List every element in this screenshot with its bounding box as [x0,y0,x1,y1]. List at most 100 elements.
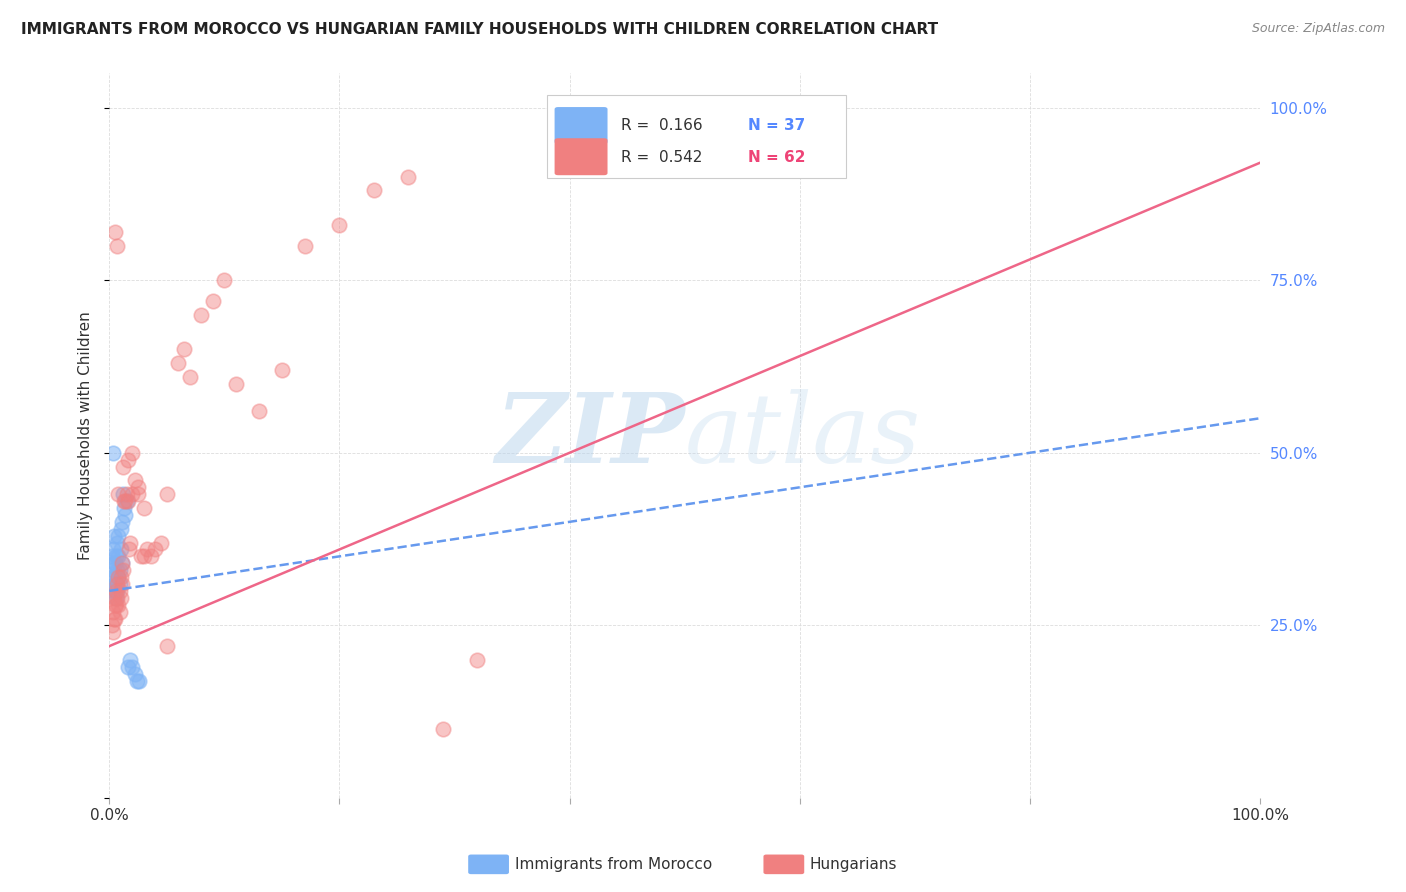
FancyBboxPatch shape [554,138,607,175]
Point [108,563,131,577]
Point [363,183,385,197]
Point [156,639,179,653]
Point [101,605,124,619]
Point [104,611,127,625]
Point [110,570,132,584]
Text: Hungarians: Hungarians [810,857,897,871]
Point [118,535,141,549]
Point [117,452,139,467]
FancyBboxPatch shape [547,95,846,178]
Point [118,542,141,557]
Point [111,577,134,591]
Point [112,459,135,474]
Point [105,583,128,598]
Point [107,570,129,584]
Point [112,487,135,501]
Point [103,591,125,605]
Point [112,501,135,516]
Point [110,522,132,536]
FancyBboxPatch shape [554,107,607,144]
Point [107,487,129,501]
Point [100,570,122,584]
Point [115,487,138,501]
Text: atlas: atlas [685,389,921,483]
Point [101,563,124,577]
Point [104,583,127,598]
Point [104,570,127,584]
Point [105,577,128,591]
Point [432,722,454,736]
Point [103,577,125,591]
Text: Source: ZipAtlas.com: Source: ZipAtlas.com [1251,22,1385,36]
Point [107,529,129,543]
Point [112,563,135,577]
Point [105,535,128,549]
Point [111,556,134,570]
Point [101,446,124,460]
Point [214,273,236,287]
Point [125,673,148,688]
Point [107,570,129,584]
Point [128,673,150,688]
Point [173,342,195,356]
Text: N = 62: N = 62 [748,150,806,165]
Text: ZIP: ZIP [495,389,685,483]
Point [121,660,143,674]
Point [328,218,350,232]
Point [108,577,131,591]
Point [105,583,128,598]
Point [467,653,489,667]
Point [179,369,201,384]
Point [103,556,125,570]
Text: N = 37: N = 37 [748,119,806,134]
Point [105,577,128,591]
Point [104,225,127,239]
Point [110,542,132,557]
Text: Immigrants from Morocco: Immigrants from Morocco [515,857,711,871]
Point [136,542,159,557]
Point [139,549,162,564]
Point [150,535,173,549]
Point [124,474,146,488]
Point [167,356,190,370]
Text: IMMIGRANTS FROM MOROCCO VS HUNGARIAN FAMILY HOUSEHOLDS WITH CHILDREN CORRELATION: IMMIGRANTS FROM MOROCCO VS HUNGARIAN FAM… [21,22,938,37]
Point [111,556,134,570]
Point [104,598,127,612]
Point [127,480,149,494]
Point [107,549,129,564]
Point [662,101,685,115]
Point [270,363,292,377]
Text: R =  0.542: R = 0.542 [621,150,703,165]
Point [131,549,153,564]
Point [111,515,134,529]
Point [105,238,128,252]
Point [108,605,131,619]
Y-axis label: Family Households with Children: Family Households with Children [79,311,93,560]
Point [225,376,247,391]
Point [110,591,132,605]
Point [118,653,141,667]
Text: R =  0.166: R = 0.166 [621,119,703,134]
Point [103,529,125,543]
Point [100,618,122,632]
Point [107,598,129,612]
Point [101,542,124,557]
Point [132,549,155,564]
Point [673,101,696,115]
Point [105,549,128,564]
Point [247,404,270,418]
Point [105,598,128,612]
Point [114,494,136,508]
Point [103,611,125,625]
Point [121,487,143,501]
Point [124,666,146,681]
Point [132,501,155,516]
Point [190,308,212,322]
Point [117,494,139,508]
Point [156,487,179,501]
Point [105,591,128,605]
Point [100,549,122,564]
Point [105,591,128,605]
Point [101,583,124,598]
Point [294,238,316,252]
